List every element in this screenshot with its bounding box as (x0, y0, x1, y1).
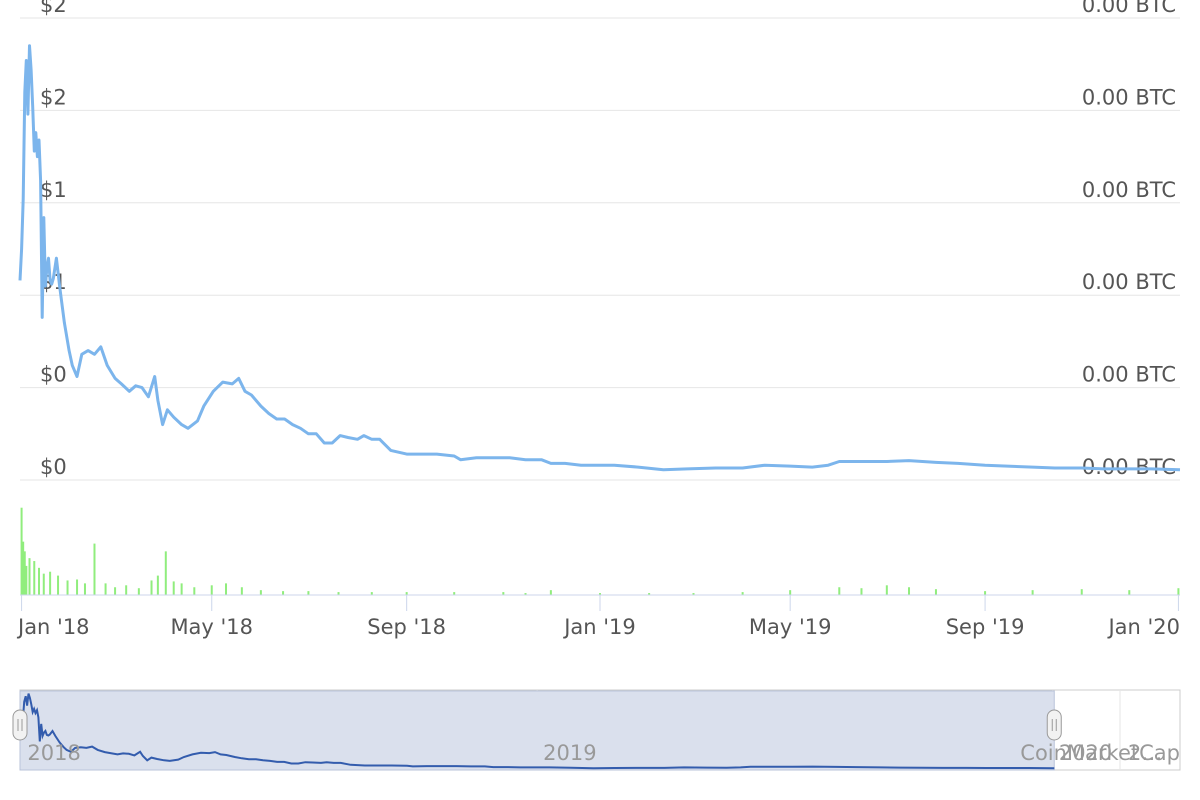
price-axis-label: $2 (40, 0, 67, 17)
volume-bar (885, 585, 888, 595)
volume-bar (860, 588, 863, 595)
price-axis-label: $0 (40, 363, 67, 387)
navigator-handle-left[interactable] (12, 709, 28, 741)
volume-bar (1031, 590, 1034, 595)
x-tick-label: Sep '18 (367, 615, 446, 639)
volume-bar (66, 580, 69, 595)
volume-bar (104, 583, 107, 595)
volume-bar (93, 543, 96, 595)
btc-axis-label: 0.00 BTC (1082, 363, 1176, 387)
navigator-line (19, 693, 1055, 770)
volume-bar (838, 587, 841, 595)
volume-bar (741, 592, 744, 595)
volume-bar (599, 593, 601, 595)
volume-bar (1128, 590, 1131, 595)
volume-bar (76, 579, 79, 595)
volume-bar (337, 592, 340, 595)
x-tick-label: Jan '19 (562, 615, 636, 639)
volume-bar (83, 583, 86, 595)
volume-bar (549, 590, 552, 595)
price-line (18, 44, 1181, 472)
grid-lines (20, 17, 1180, 481)
volume-bar (908, 587, 911, 595)
volume-bar (1080, 589, 1083, 595)
volume-bar (225, 583, 228, 595)
volume-bar (789, 590, 792, 595)
chart-credit[interactable]: CoinMarketCap (1020, 741, 1180, 765)
volume-bar (370, 592, 373, 595)
volume-bar (164, 551, 167, 595)
volume-bar (22, 541, 25, 595)
volume-bar (692, 593, 695, 595)
volume-bar (25, 565, 28, 595)
navigator-handle-right[interactable] (1046, 709, 1062, 741)
volume-bar (33, 561, 36, 595)
volume-bar (1177, 588, 1180, 595)
volume-bar (57, 575, 60, 595)
x-tick-label: Jan '18 (16, 615, 90, 639)
navigator[interactable]: 2018 2019 2020 (12, 689, 1181, 771)
navigator-year-label: 2020 (1059, 741, 1112, 765)
volume-bar (984, 591, 987, 595)
navigator-year-label: 2018 (27, 741, 80, 765)
btc-axis-label: 0.00 BTC (1082, 85, 1176, 109)
volume-bar (210, 585, 213, 595)
navigator-selection[interactable] (19, 690, 1055, 771)
volume-bar (405, 592, 408, 595)
x-tick-label: May '18 (170, 615, 253, 639)
volume-bar (23, 551, 26, 595)
volume-bars (20, 507, 1180, 595)
btc-axis-label: 0.00 BTC (1082, 0, 1176, 17)
volume-bar (137, 588, 140, 595)
price-axis-label: $2 (40, 85, 67, 109)
x-axis-ticks: Jan '18 May '18 Sep '18 Jan '19 May '19 Sep '… (16, 595, 1180, 639)
volume-bar (180, 583, 183, 595)
navigator-labels: 2018 2019 2020 (27, 741, 1112, 765)
handle-right-body[interactable] (1046, 709, 1062, 741)
navigator-year-label: 2019 (543, 741, 596, 765)
btc-axis-label: 0.00 BTC (1082, 270, 1176, 294)
volume-bar (156, 575, 159, 595)
volume-bar (259, 590, 262, 595)
btc-axis-label: 0.00 BTC (1082, 178, 1176, 202)
price-axis-label: $1 (40, 178, 67, 202)
volume-bar (453, 592, 456, 595)
volume-bar (934, 589, 937, 595)
volume-bar (42, 573, 45, 595)
volume-bar (240, 587, 243, 595)
x-tick-label: May '19 (749, 615, 832, 639)
volume-bar (282, 591, 285, 595)
volume-bar (193, 587, 196, 595)
volume-bar (307, 591, 310, 595)
volume-bar (114, 587, 117, 595)
price-axis-label: $0 (40, 455, 67, 479)
volume-bar (20, 507, 23, 595)
handle-left-body[interactable] (12, 709, 28, 741)
volume-bar (125, 585, 128, 595)
x-tick-label: Jan '20 (1106, 615, 1180, 639)
btc-axis-labels: 0.00 BTC 0.00 BTC 0.00 BTC 0.00 BTC 0.00 BTC… (1082, 0, 1176, 479)
volume-bar (28, 558, 31, 595)
volume-bar (648, 593, 651, 595)
volume-bar (49, 571, 52, 595)
volume-bar (38, 567, 41, 595)
volume-bar (502, 592, 505, 595)
navigator-overlap-label: 2… (1128, 741, 1162, 765)
volume-bar (172, 581, 175, 595)
x-tick-label: Sep '19 (946, 615, 1025, 639)
btc-axis-label: 0.00 BTC (1082, 455, 1176, 479)
volume-bar (150, 580, 153, 595)
volume-bar (524, 593, 527, 595)
